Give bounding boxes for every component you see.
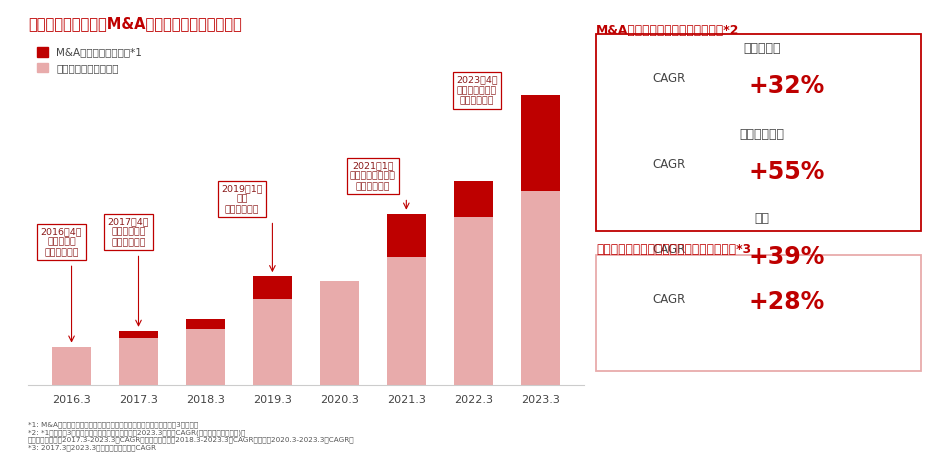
Text: CAGR: CAGR (652, 293, 686, 306)
Bar (521, 191, 559, 385)
Bar (320, 281, 359, 385)
Text: 2019年1月
建新
グループ入り: 2019年1月 建新 グループ入り (221, 184, 263, 214)
Bar (253, 276, 291, 299)
Text: CAGR: CAGR (652, 242, 686, 255)
FancyBboxPatch shape (596, 255, 921, 371)
Text: *1: M&A子会社セグメント業績はよかタウン、旭ハウジング、建新の3社の合計
*2: *1における3社の各社グループ入り化してから2023.3までのCAGR(: *1: M&A子会社セグメント業績はよかタウン、旭ハウジング、建新の3社の合計 … (28, 421, 355, 451)
Text: 旭ハウジング: 旭ハウジング (739, 128, 785, 140)
Text: 2021年1月
ケイアイプレスト
グループ入り: 2021年1月 ケイアイプレスト グループ入り (350, 161, 396, 191)
Text: 2023年4月
エルハウジング
グループ入り: 2023年4月 エルハウジング グループ入り (456, 76, 498, 106)
Bar (119, 337, 158, 385)
Text: +55%: +55% (748, 160, 825, 184)
Text: よかタウン: よかタウン (743, 42, 781, 54)
Text: +32%: +32% (748, 74, 825, 98)
Bar (52, 347, 91, 385)
FancyBboxPatch shape (596, 34, 921, 231)
Text: 2017年4月
旭ハウジング
グループ入り: 2017年4月 旭ハウジング グループ入り (107, 217, 149, 247)
Bar (387, 214, 426, 257)
Text: 建新: 建新 (754, 212, 770, 226)
Text: CAGR: CAGR (652, 72, 686, 85)
Bar (521, 96, 559, 191)
Bar (253, 299, 291, 385)
Text: 2016年4月
よかタウン
グループ入り: 2016年4月 よかタウン グループ入り (41, 227, 82, 257)
Bar (387, 257, 426, 385)
Text: +39%: +39% (748, 245, 825, 269)
Text: M&Aによる成長（売上高成長率）*2: M&Aによる成長（売上高成長率）*2 (596, 24, 740, 37)
Text: 本体（分譲事業）の成長（売上高成長率）*3: 本体（分譲事業）の成長（売上高成長率）*3 (596, 242, 751, 255)
Bar (454, 181, 493, 217)
Text: CAGR: CAGR (652, 158, 686, 171)
Bar (454, 217, 493, 385)
Bar (119, 331, 158, 337)
Bar (186, 329, 225, 385)
Legend: M&A子会社セグメント*1, ケイアイ分譲住宅事業: M&A子会社セグメント*1, ケイアイ分譲住宅事業 (34, 43, 147, 77)
Bar (186, 319, 225, 329)
Text: +28%: +28% (748, 290, 825, 314)
Text: ケイアイ分譲事業とM&Aグループ会社の業績推移: ケイアイ分譲事業とM&Aグループ会社の業績推移 (28, 16, 242, 31)
